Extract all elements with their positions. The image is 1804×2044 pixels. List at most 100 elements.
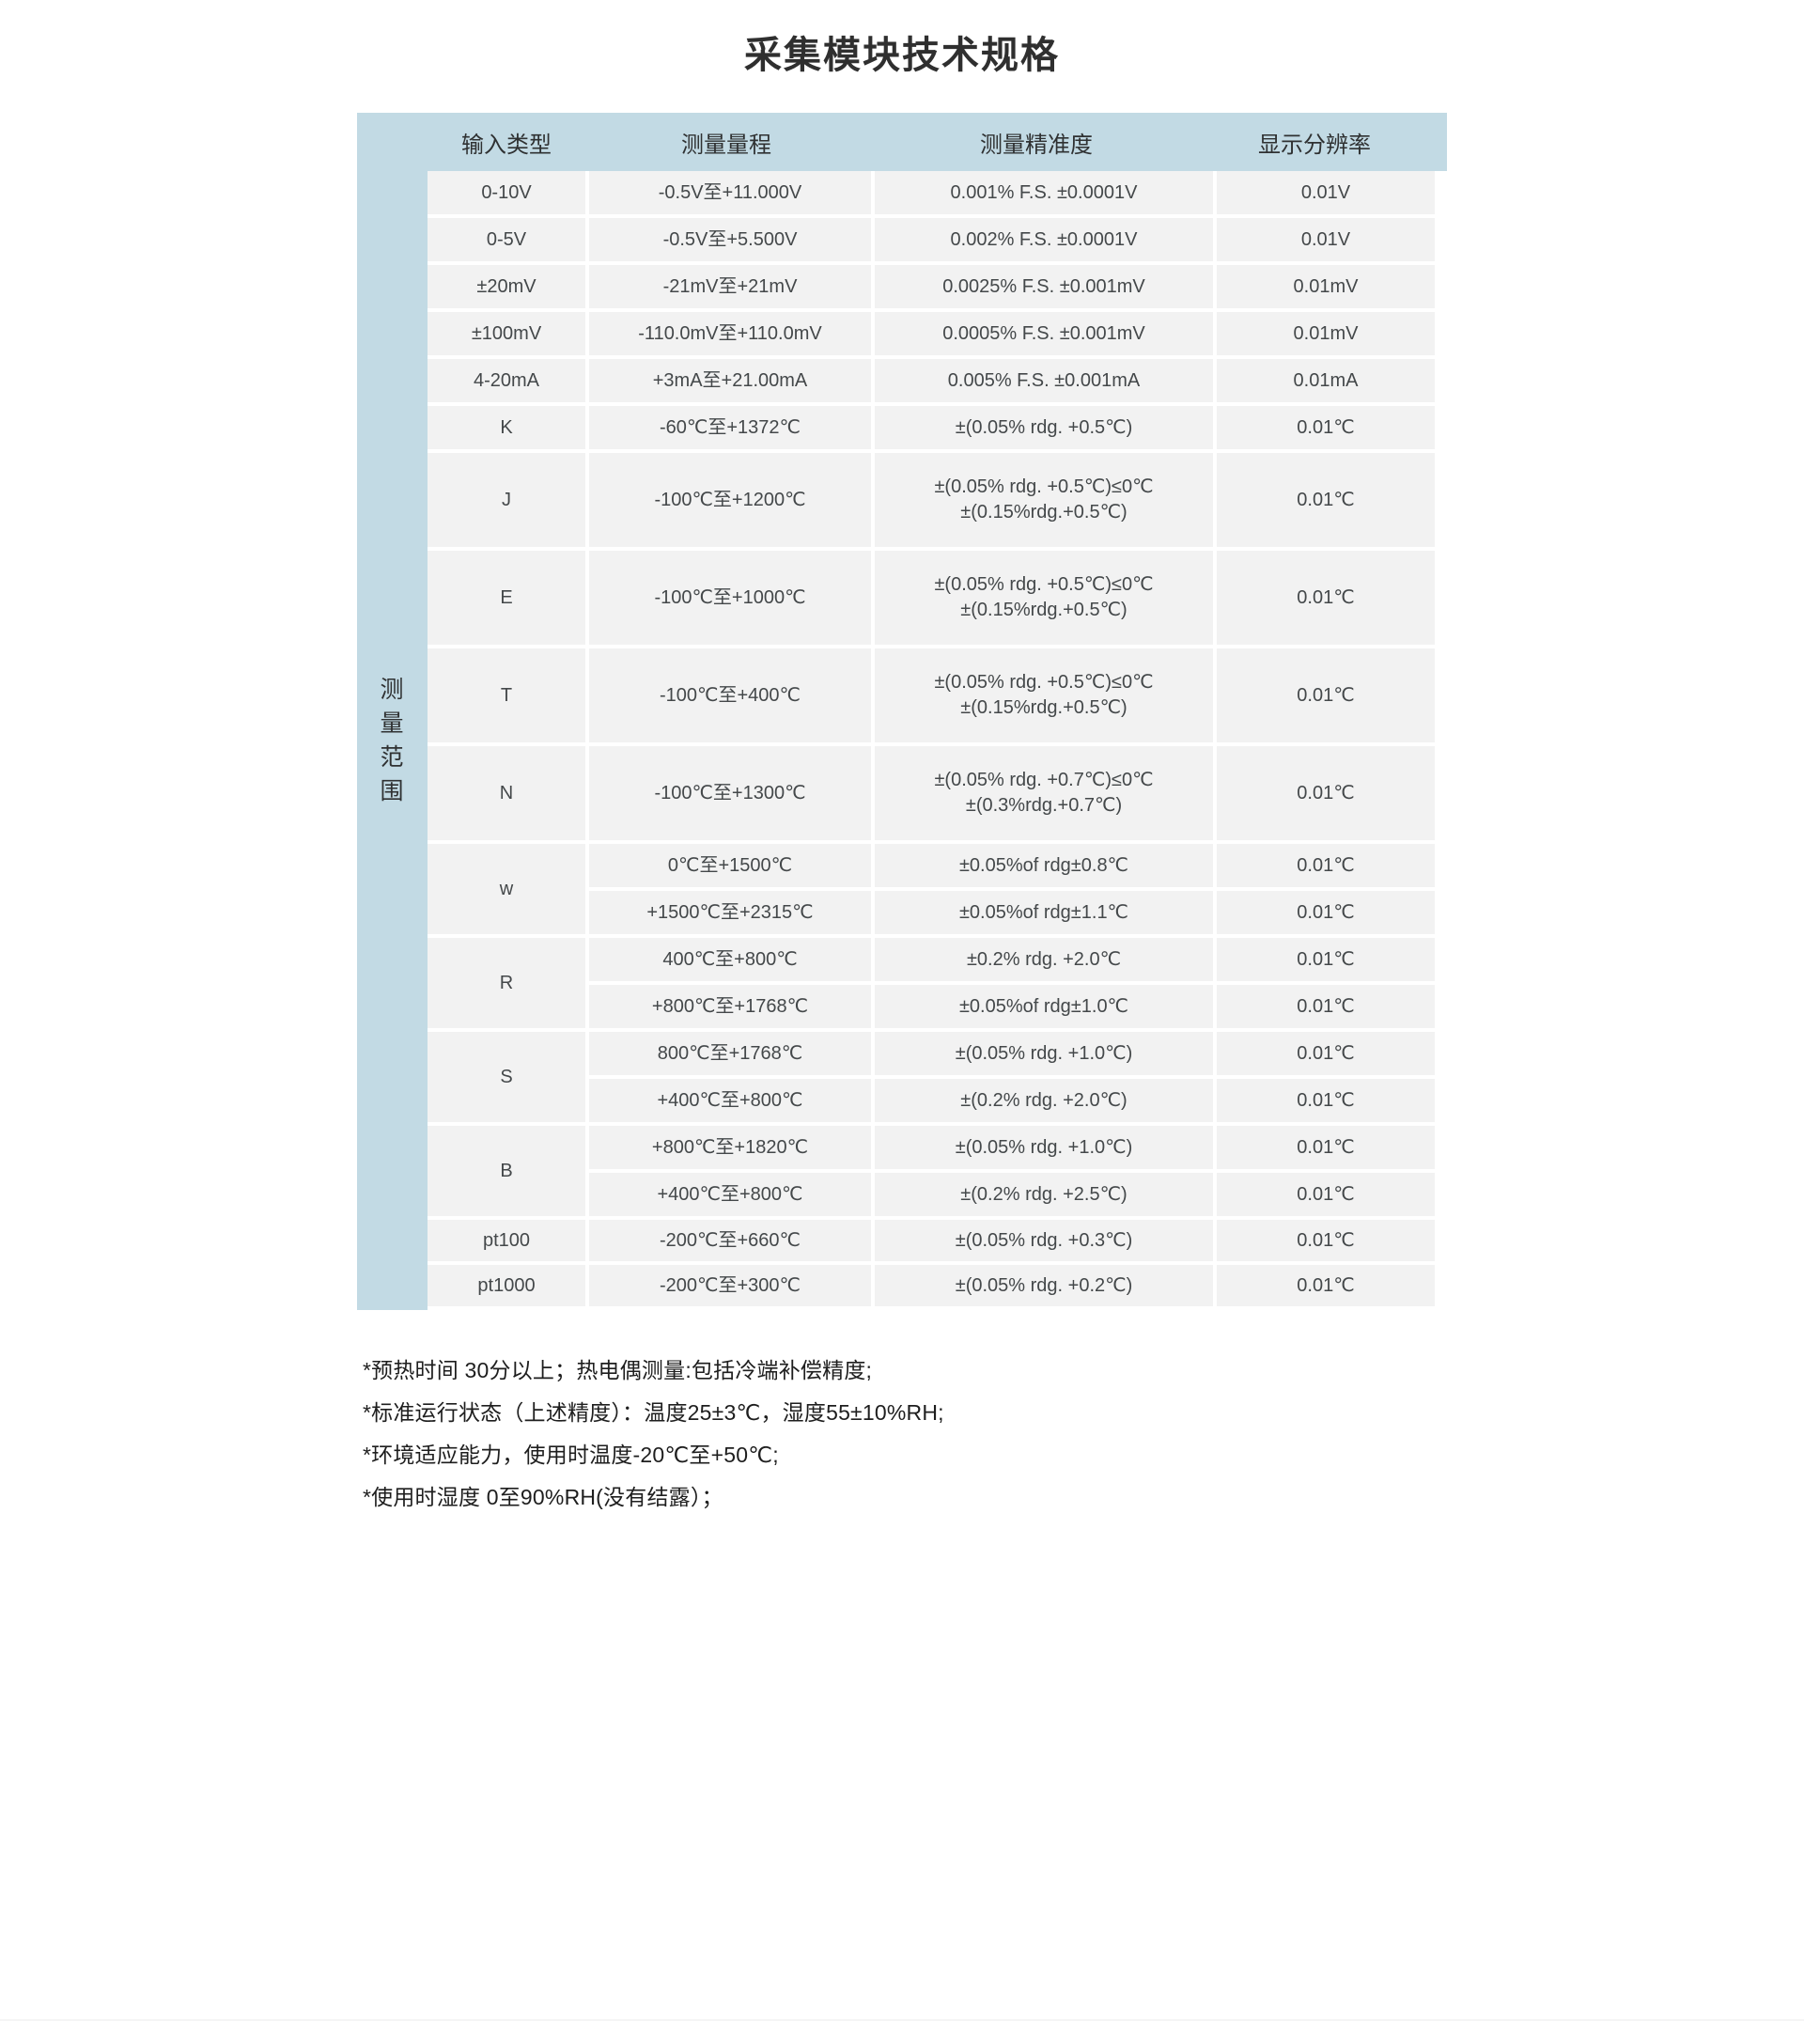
cell-resolution: 0.01℃ bbox=[1217, 453, 1435, 547]
cell-accuracy: ±(0.05% rdg. +0.5℃)≤0℃ ±(0.15%rdg.+0.5℃) bbox=[875, 648, 1213, 742]
cell-range: -60℃至+1372℃ bbox=[589, 406, 871, 449]
cell-range: 800℃至+1768℃ bbox=[589, 1032, 871, 1075]
cell-range: -0.5V至+5.500V bbox=[589, 218, 871, 261]
cell-range: 400℃至+800℃ bbox=[589, 938, 871, 981]
cell-accuracy: ±0.05%of rdg±1.1℃ bbox=[875, 891, 1213, 934]
table-row: T -100℃至+400℃ ±(0.05% rdg. +0.5℃)≤0℃ ±(0.1… bbox=[428, 648, 1447, 742]
cell-accuracy: 0.005% F.S. ±0.001mA bbox=[875, 359, 1213, 402]
page-title: 采集模块技术规格 bbox=[744, 35, 1060, 76]
cell-input-type: pt1000 bbox=[428, 1265, 585, 1306]
vertical-label-char: 围 bbox=[380, 778, 405, 805]
table-row: 0-10V -0.5V至+11.000V 0.001% F.S. ±0.0001V 0… bbox=[428, 171, 1447, 214]
cell-accuracy: 0.002% F.S. ±0.0001V bbox=[875, 218, 1213, 261]
cell-input-type: S bbox=[428, 1032, 585, 1122]
cell-accuracy: ±0.2% rdg. +2.0℃ bbox=[875, 938, 1213, 981]
cell-resolution: 0.01mV bbox=[1217, 265, 1435, 308]
table-row-group: R 400℃至+800℃ ±0.2% rdg. +2.0℃ 0.01℃ +800℃至+1… bbox=[428, 938, 1447, 1028]
cell-input-type: 4-20mA bbox=[428, 359, 585, 402]
cell-accuracy: ±(0.05% rdg. +0.5℃)≤0℃ ±(0.15%rdg.+0.5℃) bbox=[875, 551, 1213, 645]
cell-accuracy: ±0.05%of rdg±1.0℃ bbox=[875, 985, 1213, 1028]
cell-range: +1500℃至+2315℃ bbox=[589, 891, 871, 934]
cell-range: +400℃至+800℃ bbox=[589, 1173, 871, 1216]
column-header-range: 测量量程 bbox=[681, 132, 771, 158]
cell-accuracy: ±(0.05% rdg. +0.3℃) bbox=[875, 1220, 1213, 1261]
footnote-line: *预热时间 30分以上；热电偶测量:包括冷端补偿精度; bbox=[363, 1358, 873, 1382]
cell-resolution: 0.01℃ bbox=[1217, 985, 1435, 1028]
cell-range: -200℃至+660℃ bbox=[589, 1220, 871, 1261]
table-subrow: +400℃至+800℃ ±(0.2% rdg. +2.5℃) 0.01℃ bbox=[589, 1173, 1447, 1216]
table-subrow: +800℃至+1768℃ ±0.05%of rdg±1.0℃ 0.01℃ bbox=[589, 985, 1447, 1028]
cell-input-type: 0-10V bbox=[428, 171, 585, 214]
table-subrow: +800℃至+1820℃ ±(0.05% rdg. +1.0℃) 0.01℃ bbox=[589, 1126, 1447, 1169]
cell-resolution: 0.01℃ bbox=[1217, 1265, 1435, 1306]
cell-range: -200℃至+300℃ bbox=[589, 1265, 871, 1306]
footnotes: *预热时间 30分以上；热电偶测量:包括冷端补偿精度; *标准运行状态（上述精度）… bbox=[357, 1350, 1447, 1518]
cell-input-type: B bbox=[428, 1126, 585, 1216]
cell-resolution: 0.01V bbox=[1217, 218, 1435, 261]
table-row: N -100℃至+1300℃ ±(0.05% rdg. +0.7℃)≤0℃ ±(0.… bbox=[428, 746, 1447, 840]
table-row: pt1000 -200℃至+300℃ ±(0.05% rdg. +0.2℃) 0.01… bbox=[428, 1265, 1447, 1306]
cell-resolution: 0.01℃ bbox=[1217, 1032, 1435, 1075]
table-row-group: w 0℃至+1500℃ ±0.05%of rdg±0.8℃ 0.01℃ +1500℃至+… bbox=[428, 844, 1447, 934]
footnote-line: *使用时湿度 0至90%RH(没有结露）； bbox=[363, 1484, 723, 1509]
cell-range: +800℃至+1768℃ bbox=[589, 985, 871, 1028]
cell-resolution: 0.01℃ bbox=[1217, 891, 1435, 934]
table-row: pt100 -200℃至+660℃ ±(0.05% rdg. +0.3℃) 0.01℃ bbox=[428, 1220, 1447, 1261]
cell-range: 0℃至+1500℃ bbox=[589, 844, 871, 887]
cell-accuracy: ±(0.05% rdg. +1.0℃) bbox=[875, 1126, 1213, 1169]
table-subrow: +1500℃至+2315℃ ±0.05%of rdg±1.1℃ 0.01℃ bbox=[589, 891, 1447, 934]
cell-input-type: J bbox=[428, 453, 585, 547]
table-header-row: 输入类型 测量量程 测量精准度 显示分辨率 bbox=[357, 113, 1447, 171]
cell-accuracy: ±(0.05% rdg. +0.5℃)≤0℃ ±(0.15%rdg.+0.5℃) bbox=[875, 453, 1213, 547]
cell-resolution: 0.01V bbox=[1217, 171, 1435, 214]
cell-accuracy: ±0.05%of rdg±0.8℃ bbox=[875, 844, 1213, 887]
cell-accuracy: ±(0.05% rdg. +1.0℃) bbox=[875, 1032, 1213, 1075]
cell-resolution: 0.01℃ bbox=[1217, 1220, 1435, 1261]
row-group-label-measurement-range: 测量范围 bbox=[357, 171, 428, 1310]
table-row: 0-5V -0.5V至+5.500V 0.002% F.S. ±0.0001V 0.0… bbox=[428, 218, 1447, 261]
cell-accuracy: ±(0.05% rdg. +0.2℃) bbox=[875, 1265, 1213, 1306]
cell-input-type: T bbox=[428, 648, 585, 742]
cell-resolution: 0.01℃ bbox=[1217, 648, 1435, 742]
table-row: J -100℃至+1200℃ ±(0.05% rdg. +0.5℃)≤0℃ ±(0.… bbox=[428, 453, 1447, 547]
table-row: 4-20mA +3mA至+21.00mA 0.005% F.S. ±0.001mA 0… bbox=[428, 359, 1447, 402]
cell-range: -0.5V至+11.000V bbox=[589, 171, 871, 214]
spec-table: 输入类型 测量量程 测量精准度 显示分辨率 测量范围 0-10V -0.5V至+1… bbox=[357, 113, 1447, 1310]
sub-rows: 400℃至+800℃ ±0.2% rdg. +2.0℃ 0.01℃ +800℃至+17… bbox=[589, 938, 1447, 1028]
cell-input-type: w bbox=[428, 844, 585, 934]
cell-accuracy: 0.0005% F.S. ±0.001mV bbox=[875, 312, 1213, 355]
spec-page: 采集模块技术规格 输入类型 测量量程 测量精准度 显示分辨率 测量范围 0-10… bbox=[0, 35, 1804, 2021]
cell-resolution: 0.01mA bbox=[1217, 359, 1435, 402]
cell-accuracy: ±(0.05% rdg. +0.5℃) bbox=[875, 406, 1213, 449]
cell-resolution: 0.01℃ bbox=[1217, 1126, 1435, 1169]
cell-range: +800℃至+1820℃ bbox=[589, 1126, 871, 1169]
table-subrow: 400℃至+800℃ ±0.2% rdg. +2.0℃ 0.01℃ bbox=[589, 938, 1447, 981]
cell-resolution: 0.01℃ bbox=[1217, 844, 1435, 887]
table-row: ±20mV -21mV至+21mV 0.0025% F.S. ±0.001mV 0.0… bbox=[428, 265, 1447, 308]
sub-rows: 0℃至+1500℃ ±0.05%of rdg±0.8℃ 0.01℃ +1500℃至+2… bbox=[589, 844, 1447, 934]
cell-range: -21mV至+21mV bbox=[589, 265, 871, 308]
table-subrow: +400℃至+800℃ ±(0.2% rdg. +2.0℃) 0.01℃ bbox=[589, 1079, 1447, 1122]
table-row: ±100mV -110.0mV至+110.0mV 0.0005% F.S. ±0.0… bbox=[428, 312, 1447, 355]
table-row-group: B +800℃至+1820℃ ±(0.05% rdg. +1.0℃) 0.01℃ +40… bbox=[428, 1126, 1447, 1216]
table-row-group: S 800℃至+1768℃ ±(0.05% rdg. +1.0℃) 0.01℃ +400… bbox=[428, 1032, 1447, 1122]
cell-input-type: N bbox=[428, 746, 585, 840]
cell-resolution: 0.01℃ bbox=[1217, 1173, 1435, 1216]
cell-input-type: ±100mV bbox=[428, 312, 585, 355]
page-bottom-divider bbox=[0, 2020, 1804, 2044]
table-subrow: 800℃至+1768℃ ±(0.05% rdg. +1.0℃) 0.01℃ bbox=[589, 1032, 1447, 1075]
cell-input-type: pt100 bbox=[428, 1220, 585, 1261]
cell-accuracy: 0.001% F.S. ±0.0001V bbox=[875, 171, 1213, 214]
cell-resolution: 0.01mV bbox=[1217, 312, 1435, 355]
cell-resolution: 0.01℃ bbox=[1217, 406, 1435, 449]
cell-resolution: 0.01℃ bbox=[1217, 746, 1435, 840]
footnote-line: *环境适应能力，使用时温度-20℃至+50℃; bbox=[363, 1442, 779, 1467]
table-row: K -60℃至+1372℃ ±(0.05% rdg. +0.5℃) 0.01℃ bbox=[428, 406, 1447, 449]
cell-resolution: 0.01℃ bbox=[1217, 551, 1435, 645]
vertical-label-char: 量 bbox=[380, 710, 405, 737]
sub-rows: 800℃至+1768℃ ±(0.05% rdg. +1.0℃) 0.01℃ +400℃… bbox=[589, 1032, 1447, 1122]
vertical-label-text: 测量范围 bbox=[380, 673, 404, 809]
cell-range: -100℃至+1200℃ bbox=[589, 453, 871, 547]
cell-range: -110.0mV至+110.0mV bbox=[589, 312, 871, 355]
table-subrow: 0℃至+1500℃ ±0.05%of rdg±0.8℃ 0.01℃ bbox=[589, 844, 1447, 887]
